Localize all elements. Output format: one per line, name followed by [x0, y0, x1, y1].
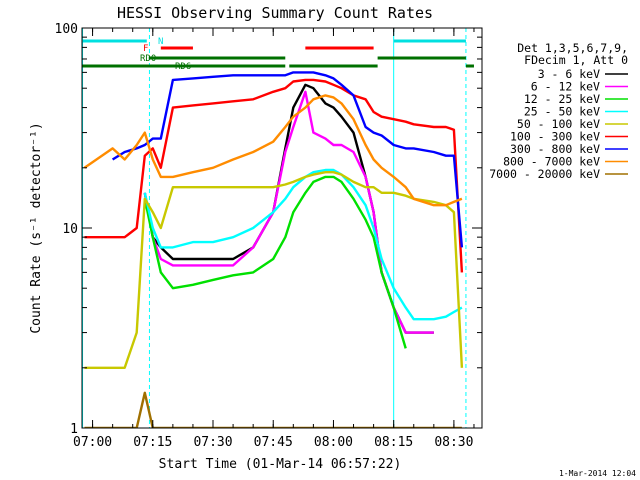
- legend-label-1: 3 - 6 keV: [538, 67, 600, 81]
- x-tick-label-4: 07:45: [254, 435, 293, 450]
- legend-label-3: 12 - 25 keV: [524, 92, 600, 106]
- series-line-25-to-50keV: [143, 168, 463, 321]
- series-line-800-to-7000keV: [83, 94, 463, 207]
- x-tick-label-6: 08:15: [374, 435, 413, 450]
- legend-label-2: 6 - 12 keV: [531, 80, 600, 94]
- time-markers: [82, 28, 467, 428]
- flag-label-rd6: RD6: [175, 62, 191, 72]
- x-tick-label-5: 08:00: [314, 435, 353, 450]
- series-line-12-to-25keV: [143, 175, 407, 349]
- x-axis: 07:00 07:15 07:30 07:45 08:00 08:15 08:30: [73, 28, 475, 450]
- series-line-300-to-800keV: [111, 71, 464, 248]
- timestamp-stamp: 1-Mar-2014 12:04: [559, 469, 636, 478]
- legend-label-9: 7000 - 20000 keV: [489, 167, 600, 181]
- x-tick-label-7: 08:30: [434, 435, 473, 450]
- flag-label-n: N: [158, 37, 163, 47]
- legend-label-7: 300 - 800 keV: [510, 142, 600, 156]
- legend-label-8: 800 - 7000 keV: [503, 155, 600, 169]
- flag-label-f: F: [143, 44, 148, 54]
- flag-label-rd0: RD0: [140, 54, 156, 64]
- x-tick-label-1: 07:00: [73, 435, 112, 450]
- series-lines: [83, 71, 464, 428]
- series-line-50-to-100keV: [84, 171, 464, 369]
- legend-label-4: 25 - 50 keV: [524, 105, 600, 119]
- x-tick-label-2: 07:15: [133, 435, 172, 450]
- x-tick-label-3: 07:30: [193, 435, 232, 450]
- legend-label-6: 100 - 300 keV: [510, 130, 600, 144]
- y-tick-label-1: 1: [70, 422, 78, 437]
- chart-title: HESSI Observing Summary Count Rates: [117, 4, 433, 22]
- y-axis: 1 10 100: [55, 22, 482, 437]
- x-axis-title: Start Time (01-Mar-14 06:57:22): [159, 457, 402, 472]
- legend-label-5: 50 - 100 keV: [517, 117, 600, 131]
- legend-header-line-2: FDecim 1, Att 0: [524, 53, 628, 67]
- y-tick-label-2: 10: [62, 222, 78, 237]
- y-tick-label-3: 100: [55, 22, 78, 37]
- legend: Det 1,3,5,6,7,9,FDecim 1, Att 03 - 6 keV…: [489, 41, 628, 181]
- y-axis-title: Count Rate (s⁻¹ detector⁻¹): [29, 122, 44, 333]
- series-line-100-to-300keV: [84, 78, 464, 273]
- legend-header-line-1: Det 1,3,5,6,7,9,: [517, 41, 628, 55]
